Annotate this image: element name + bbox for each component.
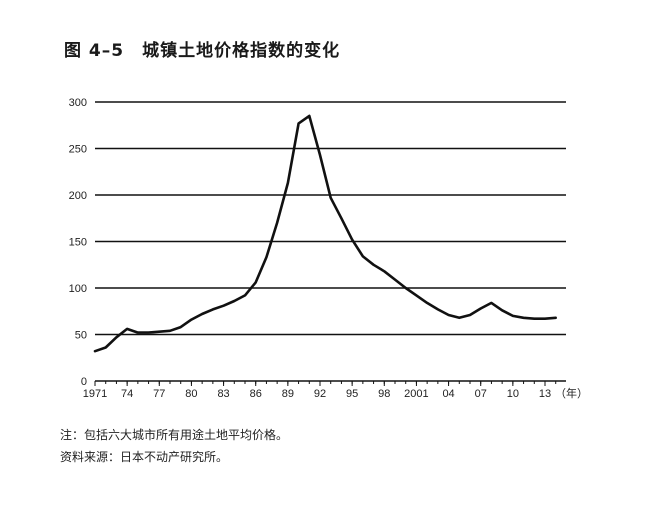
x-tick-label: 07	[475, 388, 487, 400]
x-tick-label: 2001	[404, 388, 428, 400]
x-tick-label: 89	[282, 388, 294, 400]
y-tick-label: 50	[75, 330, 87, 342]
x-tick-label: 77	[153, 388, 165, 400]
gridlines	[95, 101, 566, 382]
footnote: 注：包括六大城市所有用途土地平均价格。	[60, 428, 289, 442]
x-tick-label: 1971	[83, 388, 107, 400]
x-tick-label: 98	[378, 388, 390, 400]
x-unit-label: （年）	[555, 386, 588, 400]
x-tick-label: 92	[314, 388, 326, 400]
series-line	[93, 114, 558, 353]
x-tick-label: 83	[217, 388, 229, 400]
x-tick-label: 13	[539, 388, 551, 400]
line-chart: 0 50 100 150 200 250 300 1971 74 77 80 83 86 89 92 95 9…	[69, 97, 588, 400]
x-tick-label: 74	[121, 388, 133, 400]
y-tick-label: 200	[69, 190, 87, 202]
y-tick-label: 250	[69, 144, 87, 156]
figure-number: 图 4–5	[64, 41, 125, 61]
x-tick-label: 95	[346, 388, 358, 400]
chart-title: 图 4–5 城镇土地价格指数的变化	[64, 36, 340, 61]
y-tick-label: 0	[81, 376, 87, 388]
x-axis: 1971 74 77 80 83 86 89 92 95 98 2001 04 07 10 13 （年）	[83, 381, 588, 400]
y-tick-label: 300	[69, 97, 87, 109]
x-tick-label: 80	[185, 388, 197, 400]
x-tick-label: 10	[507, 388, 519, 400]
y-axis-ticks: 0 50 100 150 200 250 300	[69, 97, 87, 388]
y-tick-label: 150	[69, 237, 87, 249]
figure-title: 城镇土地价格指数的变化	[142, 41, 341, 61]
y-tick-label: 100	[69, 283, 87, 295]
series-group	[93, 114, 558, 353]
source-note: 资料来源：日本不动产研究所。	[60, 450, 229, 464]
x-tick-label: 86	[250, 388, 262, 400]
x-tick-label: 04	[442, 388, 454, 400]
